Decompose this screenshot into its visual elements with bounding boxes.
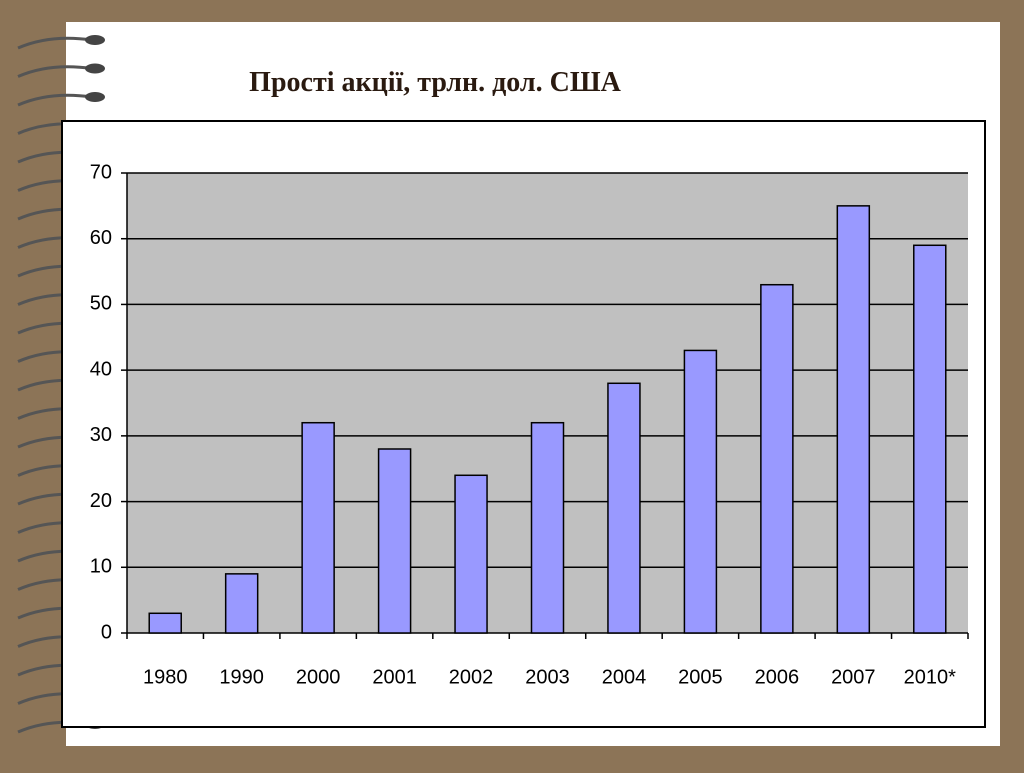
bar xyxy=(301,421,335,634)
bar xyxy=(148,612,182,634)
chart-title: Прості акції, трлн. дол. США xyxy=(249,67,621,98)
x-tick-label: 1990 xyxy=(219,666,264,688)
x-tick-label: 1980 xyxy=(143,666,188,688)
ring-hole xyxy=(85,92,105,102)
bar xyxy=(454,474,488,634)
x-tick-label: 2000 xyxy=(296,666,341,688)
y-tick-label: 50 xyxy=(90,293,112,315)
y-tick-label: 20 xyxy=(90,490,112,512)
x-tick-label: 2007 xyxy=(831,666,876,688)
ring xyxy=(17,93,93,107)
ring xyxy=(17,36,93,50)
bar xyxy=(760,283,794,634)
ring-hole xyxy=(85,63,105,74)
x-tick-label: 2003 xyxy=(525,666,570,688)
plot: 0 10 20 30 40 50 60 70 1980 1990 2000 2001 2002 2003 2… xyxy=(90,161,969,688)
bar xyxy=(530,421,565,634)
bar xyxy=(913,244,947,634)
x-tick-label: 2010* xyxy=(904,666,956,688)
bar xyxy=(607,382,641,634)
y-tick-label: 0 xyxy=(101,621,112,643)
bar xyxy=(836,205,871,634)
ring-hole xyxy=(85,35,105,45)
y-tick-label: 30 xyxy=(90,424,112,446)
bar xyxy=(224,573,259,634)
x-tick-label: 2006 xyxy=(755,666,800,688)
ring xyxy=(17,65,93,78)
y-tick-label: 70 xyxy=(90,161,112,183)
y-tick-label: 40 xyxy=(90,358,112,380)
y-tick-label: 60 xyxy=(90,227,112,249)
x-tick-label: 2004 xyxy=(602,666,647,688)
bar xyxy=(683,349,718,634)
x-tick-label: 2005 xyxy=(678,666,723,688)
y-tick-label: 10 xyxy=(90,556,112,578)
x-tick-label: 2002 xyxy=(449,666,494,688)
x-tick-label: 2001 xyxy=(372,666,417,688)
bar xyxy=(377,448,412,634)
